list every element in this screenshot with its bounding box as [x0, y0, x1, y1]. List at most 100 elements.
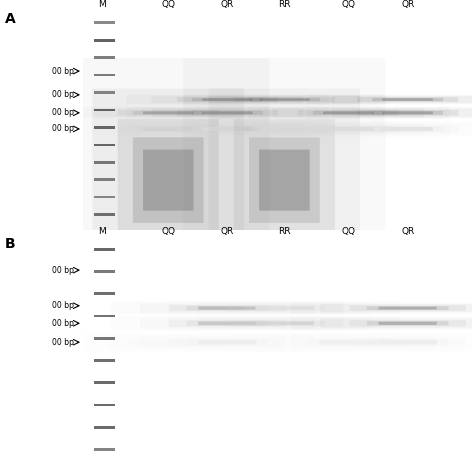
Bar: [94, 426, 115, 428]
Bar: [94, 270, 115, 273]
FancyBboxPatch shape: [320, 319, 474, 328]
FancyBboxPatch shape: [372, 111, 443, 115]
Bar: [94, 448, 115, 451]
FancyBboxPatch shape: [383, 127, 433, 131]
Bar: [94, 161, 115, 164]
FancyBboxPatch shape: [177, 97, 278, 102]
FancyBboxPatch shape: [202, 111, 253, 114]
Text: M: M: [98, 227, 106, 236]
FancyBboxPatch shape: [234, 125, 335, 133]
FancyBboxPatch shape: [140, 303, 315, 313]
FancyBboxPatch shape: [298, 110, 399, 116]
FancyBboxPatch shape: [118, 110, 219, 116]
Text: QR: QR: [221, 0, 234, 9]
Bar: [94, 39, 115, 42]
Text: 00 bp: 00 bp: [52, 301, 74, 310]
Text: RR: RR: [278, 0, 291, 9]
FancyBboxPatch shape: [197, 318, 372, 329]
FancyBboxPatch shape: [209, 123, 360, 135]
FancyBboxPatch shape: [313, 111, 384, 115]
Text: RR: RR: [278, 227, 291, 236]
FancyBboxPatch shape: [187, 306, 268, 310]
FancyBboxPatch shape: [128, 339, 209, 346]
FancyBboxPatch shape: [143, 127, 193, 131]
Text: 00 bp: 00 bp: [52, 338, 74, 346]
FancyBboxPatch shape: [133, 111, 204, 115]
FancyBboxPatch shape: [234, 119, 335, 241]
FancyBboxPatch shape: [298, 125, 399, 133]
FancyBboxPatch shape: [313, 126, 384, 132]
Text: 00 bp: 00 bp: [52, 91, 74, 99]
FancyBboxPatch shape: [209, 96, 360, 103]
FancyBboxPatch shape: [332, 109, 474, 117]
FancyBboxPatch shape: [198, 321, 257, 325]
FancyBboxPatch shape: [209, 89, 360, 272]
FancyBboxPatch shape: [308, 339, 389, 346]
Text: QR: QR: [401, 0, 414, 9]
FancyBboxPatch shape: [249, 126, 320, 132]
FancyBboxPatch shape: [244, 306, 325, 310]
Text: QQ: QQ: [161, 227, 175, 236]
FancyBboxPatch shape: [177, 125, 278, 133]
FancyBboxPatch shape: [197, 302, 372, 314]
Bar: [94, 404, 115, 406]
FancyBboxPatch shape: [357, 110, 458, 116]
Bar: [94, 382, 115, 384]
FancyBboxPatch shape: [255, 321, 313, 325]
Text: 00 bp: 00 bp: [52, 109, 74, 117]
FancyBboxPatch shape: [372, 98, 443, 101]
FancyBboxPatch shape: [255, 306, 313, 310]
FancyBboxPatch shape: [152, 109, 303, 117]
FancyBboxPatch shape: [323, 111, 374, 114]
FancyBboxPatch shape: [92, 89, 244, 272]
FancyBboxPatch shape: [152, 123, 303, 135]
Text: A: A: [5, 12, 16, 26]
FancyBboxPatch shape: [118, 119, 219, 241]
Text: QQ: QQ: [341, 0, 356, 9]
Bar: [94, 91, 115, 94]
FancyBboxPatch shape: [320, 336, 474, 349]
FancyBboxPatch shape: [92, 109, 244, 117]
FancyBboxPatch shape: [249, 137, 320, 223]
FancyBboxPatch shape: [273, 109, 424, 117]
FancyBboxPatch shape: [378, 322, 437, 325]
FancyBboxPatch shape: [290, 337, 407, 347]
Bar: [94, 144, 115, 146]
FancyBboxPatch shape: [192, 111, 263, 115]
FancyBboxPatch shape: [349, 305, 466, 311]
Bar: [94, 178, 115, 181]
FancyBboxPatch shape: [133, 137, 204, 223]
FancyBboxPatch shape: [143, 150, 193, 210]
Bar: [94, 292, 115, 295]
FancyBboxPatch shape: [357, 97, 458, 102]
FancyBboxPatch shape: [169, 337, 286, 347]
FancyBboxPatch shape: [383, 111, 433, 114]
FancyBboxPatch shape: [259, 98, 310, 101]
FancyBboxPatch shape: [349, 320, 466, 327]
Text: 00 bp: 00 bp: [52, 319, 74, 328]
FancyBboxPatch shape: [169, 319, 286, 327]
FancyBboxPatch shape: [140, 336, 315, 349]
FancyBboxPatch shape: [139, 340, 197, 345]
FancyBboxPatch shape: [226, 319, 343, 327]
FancyBboxPatch shape: [349, 337, 466, 347]
FancyBboxPatch shape: [234, 97, 335, 102]
FancyBboxPatch shape: [259, 150, 310, 210]
FancyBboxPatch shape: [367, 339, 448, 346]
FancyBboxPatch shape: [319, 340, 378, 345]
FancyBboxPatch shape: [226, 304, 343, 312]
FancyBboxPatch shape: [273, 123, 424, 135]
FancyBboxPatch shape: [140, 318, 315, 329]
Bar: [94, 359, 115, 362]
FancyBboxPatch shape: [177, 110, 278, 116]
FancyBboxPatch shape: [92, 123, 244, 135]
Bar: [94, 56, 115, 59]
Text: 00 bp: 00 bp: [52, 125, 74, 133]
Bar: [94, 248, 115, 251]
Text: M: M: [98, 0, 106, 9]
FancyBboxPatch shape: [378, 340, 437, 345]
FancyBboxPatch shape: [323, 127, 374, 131]
FancyBboxPatch shape: [198, 340, 257, 345]
FancyBboxPatch shape: [332, 96, 474, 103]
Bar: [94, 21, 115, 24]
